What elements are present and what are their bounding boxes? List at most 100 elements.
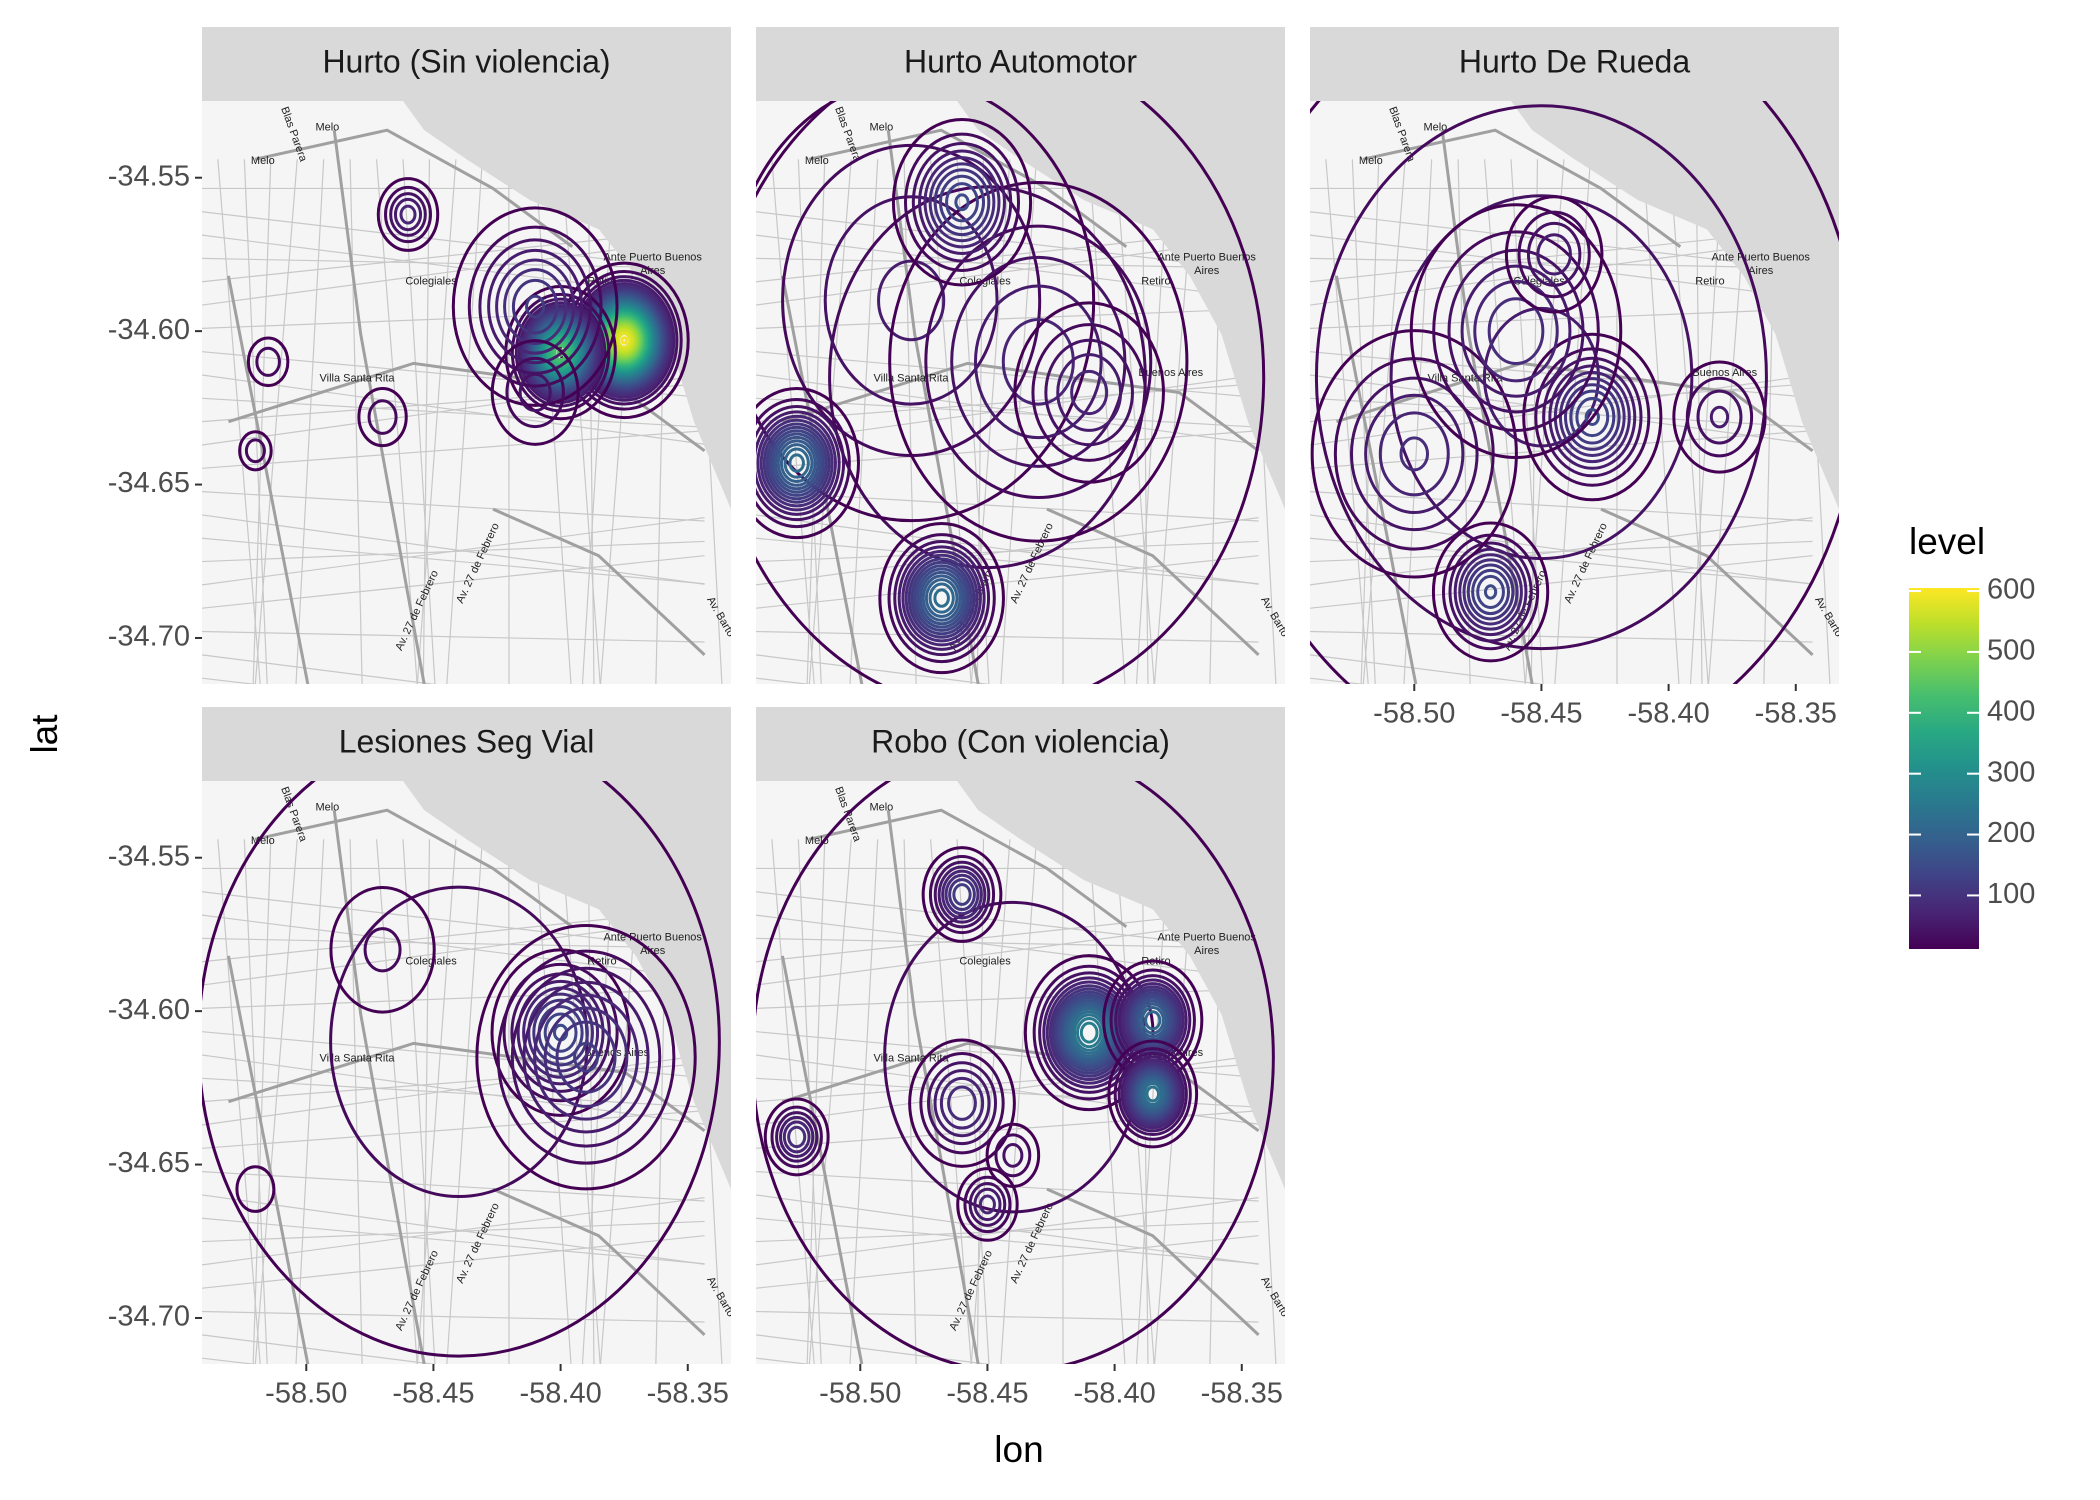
contour-line	[1138, 1076, 1168, 1112]
contour-line	[1067, 1007, 1111, 1058]
contour-line	[533, 993, 639, 1121]
contour-line	[1517, 210, 1591, 299]
map-street	[1088, 839, 1126, 1364]
contour-line	[1672, 360, 1767, 474]
contour-line	[255, 346, 281, 377]
contour-line	[1001, 318, 1075, 406]
contour-line	[911, 142, 1013, 263]
contour-line	[1466, 563, 1515, 621]
map-street	[1115, 159, 1155, 684]
map-label: Retiro	[587, 956, 616, 968]
map-street	[254, 159, 298, 684]
contour-line	[1453, 547, 1528, 637]
map-street	[446, 839, 483, 1364]
map-label: Melo	[869, 122, 893, 134]
contour-line	[490, 339, 580, 446]
legend-tick-label: 300	[1987, 756, 2035, 788]
contour-line	[1431, 521, 1550, 663]
x-tick-label: -58.45	[392, 1378, 474, 1410]
contour-line	[202, 781, 721, 1358]
x-tick-label: -58.35	[1755, 698, 1837, 730]
contour-line	[505, 356, 565, 429]
contour-line	[897, 545, 986, 651]
contour-line	[947, 1085, 977, 1121]
contour-line	[1123, 1058, 1183, 1130]
contour-line	[903, 132, 1021, 272]
contour-line	[901, 549, 982, 647]
contour-line	[1130, 994, 1175, 1047]
map-label: Retiro	[1695, 276, 1724, 288]
contour-line	[238, 430, 273, 472]
contour-line	[779, 1115, 815, 1158]
map-street	[202, 1171, 705, 1202]
map-label: Colegiales	[405, 956, 457, 968]
map-street	[202, 1054, 705, 1126]
contour-line	[877, 259, 946, 342]
contour-line	[918, 570, 965, 626]
map-label: Colegiales	[405, 276, 457, 288]
contour-line	[773, 435, 820, 491]
contour-line	[1132, 1070, 1173, 1118]
contour-line	[1462, 558, 1519, 626]
map-street	[756, 491, 1259, 522]
map-avenue	[254, 128, 574, 248]
contour-line	[1310, 329, 1518, 579]
contour-line	[487, 248, 584, 365]
contour-line	[1476, 574, 1505, 609]
strip-background	[202, 707, 731, 781]
map-avenue	[1046, 1187, 1260, 1336]
map-street	[202, 1194, 705, 1265]
contour-line	[1126, 988, 1180, 1053]
map-avenue	[492, 507, 706, 656]
strip-background	[1310, 27, 1839, 101]
map-avenue	[808, 808, 1128, 928]
contour-line	[1145, 1085, 1161, 1103]
contour-line	[891, 118, 1033, 287]
contour-line	[945, 182, 979, 223]
map-street	[756, 891, 1259, 952]
contour-line	[235, 1165, 276, 1213]
contour-line	[543, 1012, 578, 1053]
map-label: Aires	[1194, 945, 1220, 957]
contour-line	[782, 1120, 811, 1154]
contour-line	[933, 1069, 991, 1138]
contour-line	[384, 185, 432, 244]
map-label: Villa Santa Rita	[319, 372, 395, 384]
map-avenue	[1362, 128, 1682, 248]
map-label: Melo	[1359, 155, 1383, 167]
contour-line	[954, 193, 970, 212]
contour-line	[908, 1038, 1016, 1168]
contour-line	[1432, 230, 1600, 432]
contour-line	[756, 398, 851, 529]
y-tick-label: -34.60	[108, 994, 190, 1026]
contour-line	[490, 948, 631, 1117]
map-street	[1310, 257, 1813, 269]
contour-line	[617, 332, 632, 349]
x-tick-label: -58.45	[946, 1378, 1028, 1410]
map-label: Melo	[315, 802, 339, 814]
colorbar	[1909, 588, 1979, 949]
contour-line	[887, 533, 996, 664]
map-avenue	[886, 809, 980, 1364]
contour-line	[978, 1194, 996, 1215]
map-avenue	[332, 809, 426, 1364]
map-street	[1483, 159, 1526, 684]
contour-line	[1113, 1047, 1192, 1141]
contour-line	[1079, 1021, 1099, 1044]
map-label: Villa Santa Rita	[873, 372, 949, 384]
contour-line	[941, 869, 983, 920]
contour-line	[924, 224, 1153, 499]
contour-line	[1584, 408, 1600, 426]
map-street	[202, 514, 705, 585]
contour-line	[756, 410, 841, 516]
map-street	[295, 839, 325, 1364]
map-street	[1325, 159, 1369, 684]
contour-line	[1448, 541, 1533, 643]
contour-line	[1013, 301, 1165, 484]
map-label: Ante Puerto Buenos	[1157, 932, 1256, 944]
contour-line	[522, 980, 650, 1134]
y-tick-label: -34.65	[108, 1147, 190, 1179]
strip-title: Robo (Con violencia)	[871, 723, 1170, 759]
contour-line	[363, 927, 402, 973]
